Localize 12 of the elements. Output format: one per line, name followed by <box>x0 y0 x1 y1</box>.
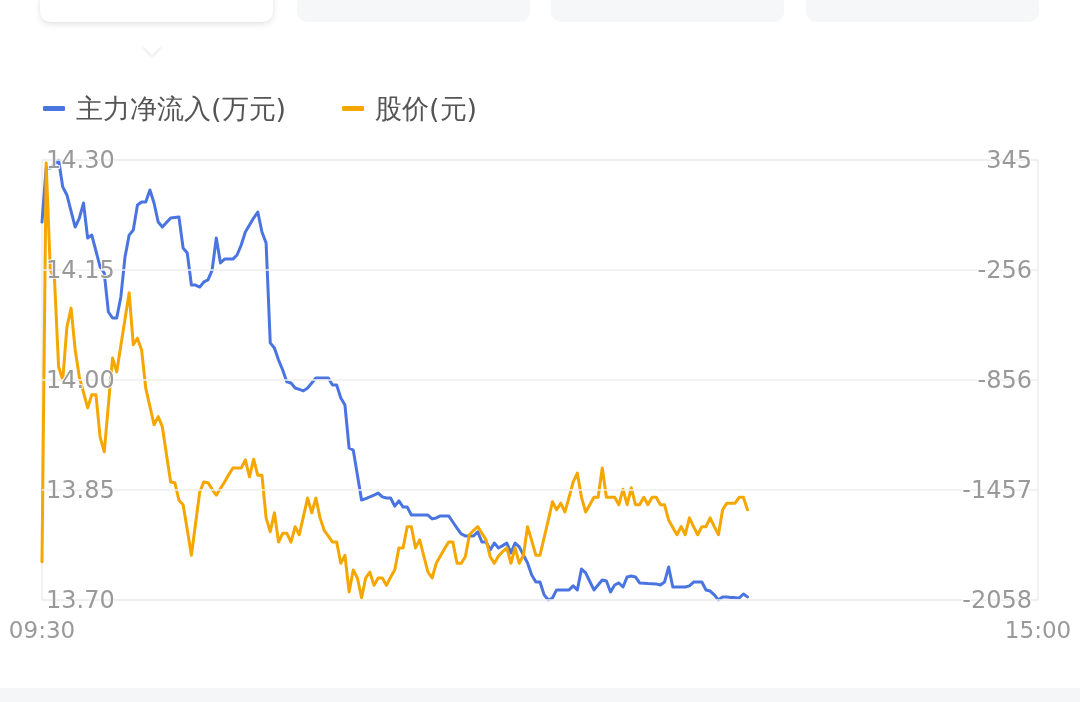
legend-label: 股价(元) <box>375 93 478 124</box>
y2-tick-label: -856 <box>977 366 1032 394</box>
y2-tick-label: -256 <box>977 256 1032 284</box>
x-tick-label: 09:30 <box>8 616 76 643</box>
legend-label: 主力净流入(万元) <box>76 93 287 124</box>
y2-tick-label: -2058 <box>962 586 1032 614</box>
y2-tick-label: 345 <box>986 146 1032 174</box>
y-tick-label: 13.85 <box>46 476 115 504</box>
y-tick-label: 14.30 <box>46 146 115 174</box>
x-tick-label: 15:00 <box>1004 616 1072 643</box>
y-tick-label: 13.70 <box>46 586 115 614</box>
y2-tick-label: -1457 <box>962 476 1032 504</box>
